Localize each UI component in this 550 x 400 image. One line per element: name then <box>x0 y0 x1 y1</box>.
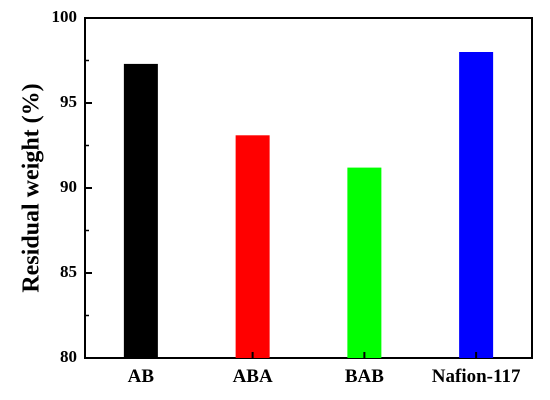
x-tick-label: ABA <box>233 366 273 387</box>
y-tick-label: 90 <box>60 177 77 196</box>
x-tick-label: Nafion-117 <box>432 366 521 387</box>
bar-aba <box>235 135 270 358</box>
y-axis-title: Residual weight (%) <box>19 83 45 292</box>
bars <box>123 52 494 359</box>
y-axis-ticks: 80 85 90 95 100 <box>52 7 92 366</box>
x-tick-label: AB <box>128 366 155 387</box>
y-tick-label: 100 <box>52 7 78 26</box>
y-tick-label: 95 <box>60 92 77 111</box>
bar-bab <box>347 167 382 358</box>
bar-ab <box>123 63 158 359</box>
y-tick-label: 85 <box>60 262 77 281</box>
y-tick-label: 80 <box>60 347 77 366</box>
x-axis-ticks: AB ABA BAB Nafion-117 <box>128 352 521 387</box>
x-tick-label: BAB <box>345 366 384 387</box>
bar-nafion-117 <box>459 52 494 358</box>
